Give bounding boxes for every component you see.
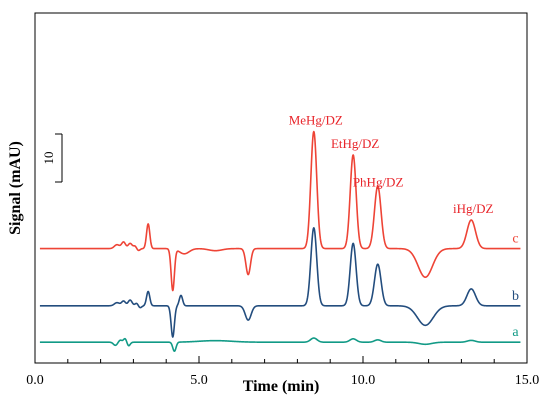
trace-c [39,130,521,292]
trace-a [39,337,521,353]
x-ticks [34,356,528,363]
trace-label-a: a [512,325,519,340]
plot-frame [34,12,528,364]
x-tick-label: 0.0 [26,373,44,388]
y-axis-title: Signal (mAU) [7,141,24,235]
peak-label: MeHg/DZ [289,113,343,128]
x-tick-label: 10.0 [351,373,376,388]
x-tick-label: 5.0 [190,373,208,388]
scale-bar-label: 10 [41,152,56,165]
x-tick-labels: 0.0 5.0 10.0 15.0 [26,373,539,388]
peak-label: PhHg/DZ [353,175,404,190]
traces [39,130,521,353]
trace-label-b: b [512,289,519,304]
x-tick-label: 15.0 [515,373,540,388]
peak-label: iHg/DZ [453,201,494,216]
trace-labels: c b a [512,232,519,341]
x-axis-title: Time (min) [243,378,320,395]
trace-label-c: c [512,232,518,247]
trace-b [39,227,521,338]
scale-bar: 10 [41,133,63,183]
peak-label: EtHg/DZ [331,136,379,151]
peak-labels: MeHg/DZ EtHg/DZ PhHg/DZ iHg/DZ [289,113,494,216]
